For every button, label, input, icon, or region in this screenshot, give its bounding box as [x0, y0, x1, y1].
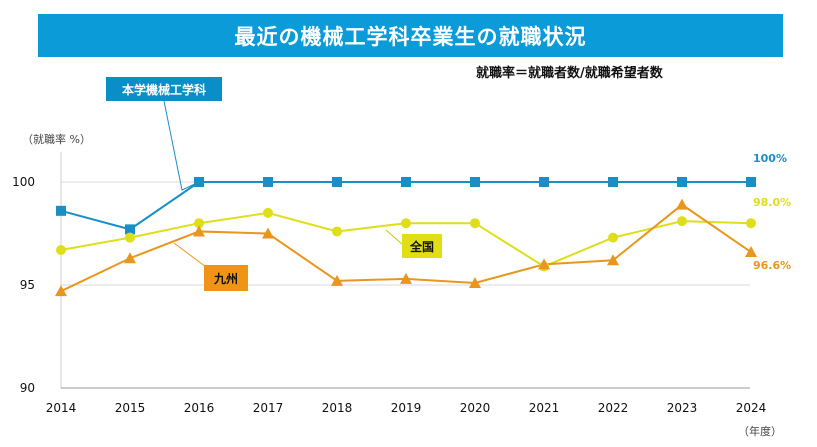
- marker-kyushu: [676, 198, 688, 210]
- marker-main: [194, 177, 204, 187]
- marker-zenkoku: [746, 218, 756, 229]
- x-tick-label: 2014: [46, 401, 77, 415]
- marker-kyushu: [55, 285, 67, 297]
- x-tick-label: 2018: [322, 401, 353, 415]
- marker-zenkoku: [608, 232, 618, 243]
- marker-zenkoku: [470, 218, 480, 229]
- legend-label-zenkoku: 全国: [402, 234, 442, 258]
- marker-main: [332, 177, 342, 187]
- legend-label-main: 本学機械工学科: [106, 77, 222, 101]
- x-tick-label: 2021: [529, 401, 560, 415]
- x-tick-label: 2016: [184, 401, 215, 415]
- marker-kyushu: [607, 254, 619, 266]
- legend-label-kyushu: 九州: [204, 265, 248, 291]
- y-axis-label: （就職率 %）: [22, 133, 91, 146]
- marker-zenkoku: [125, 232, 135, 243]
- chart-title: 最近の機械工学科卒業生の就職状況: [38, 14, 783, 57]
- marker-kyushu: [400, 272, 412, 284]
- x-tick-label: 2017: [253, 401, 284, 415]
- marker-zenkoku: [263, 207, 273, 218]
- x-tick-label: 2015: [115, 401, 146, 415]
- marker-kyushu: [124, 252, 136, 264]
- formula-note: 就職率＝就職者数/就職希望者数: [476, 66, 663, 81]
- x-tick-label: 2024: [736, 401, 767, 415]
- marker-main: [608, 177, 618, 187]
- end-label-0: 100%: [753, 152, 787, 165]
- end-labels: 100% 98.0% 96.6%: [753, 152, 791, 272]
- connector-zenkoku: [385, 229, 403, 245]
- marker-zenkoku: [677, 216, 687, 227]
- marker-main: [746, 177, 756, 187]
- marker-main: [677, 177, 687, 187]
- marker-kyushu: [745, 246, 757, 258]
- x-tick-label: 2019: [391, 401, 422, 415]
- marker-main: [263, 177, 273, 187]
- end-label-2: 96.6%: [753, 259, 791, 272]
- x-tick-label: 2023: [667, 401, 698, 415]
- marker-kyushu: [193, 225, 205, 237]
- y-tick-label: 95: [20, 278, 35, 292]
- marker-main: [125, 224, 135, 235]
- marker-kyushu: [262, 227, 274, 239]
- marker-kyushu: [538, 258, 550, 270]
- y-tick-label: 100: [12, 175, 35, 189]
- marker-main: [56, 205, 66, 216]
- marker-kyushu: [331, 274, 343, 286]
- grid-lines: [60, 152, 750, 389]
- marker-zenkoku: [194, 218, 204, 229]
- marker-zenkoku: [332, 226, 342, 237]
- marker-kyushu: [469, 276, 481, 288]
- marker-main: [470, 177, 480, 187]
- x-axis-label: （年度）: [738, 425, 782, 438]
- marker-main: [539, 177, 549, 187]
- x-tick-label: 2022: [598, 401, 629, 415]
- marker-main: [401, 177, 411, 187]
- connector-main: [163, 100, 200, 191]
- series-markers: [55, 177, 757, 297]
- marker-zenkoku: [401, 218, 411, 229]
- end-label-1: 98.0%: [753, 196, 791, 209]
- y-tick-label: 90: [20, 381, 35, 395]
- x-tick-label: 2020: [460, 401, 491, 415]
- axis-ticks: 90 95 100 2014 2015 2016 2017 2018 2019 2020 2021 2…: [12, 175, 766, 415]
- marker-zenkoku: [56, 244, 66, 255]
